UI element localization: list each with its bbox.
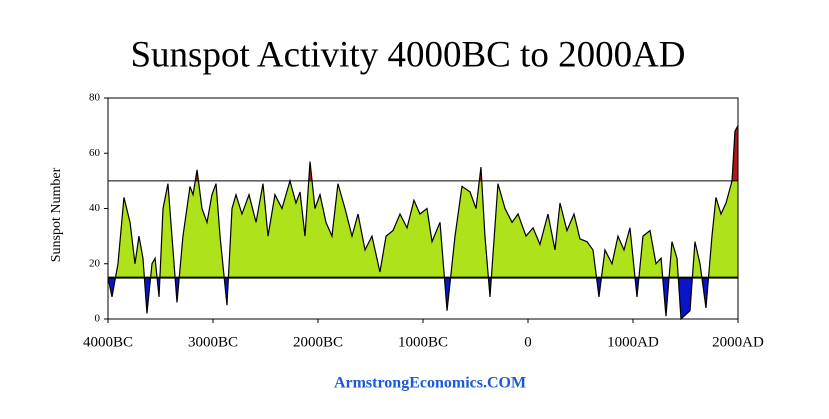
y-tick-label: 20 xyxy=(89,257,101,269)
x-tick-label: 3000BC xyxy=(188,334,238,350)
data-line xyxy=(107,125,739,321)
footer: ArmstrongEconomics.COM xyxy=(334,375,526,392)
y-axis-label: Sunspot Number xyxy=(49,167,64,262)
y-tick-label: 60 xyxy=(89,147,101,159)
x-tick-label: 4000BC xyxy=(83,334,133,350)
x-tick-label: 2000AD xyxy=(712,334,764,350)
y-tick-label: 40 xyxy=(89,202,101,214)
x-tick-label: 0 xyxy=(524,334,532,350)
y-tick-label: 80 xyxy=(89,92,101,104)
chart-title: Sunspot Activity 4000BC to 2000AD xyxy=(130,34,685,75)
x-tick-label: 1000AD xyxy=(607,334,659,350)
x-tick-label: 2000BC xyxy=(293,334,343,350)
area-fill xyxy=(108,125,738,319)
x-tick-label: 1000BC xyxy=(398,334,448,350)
y-tick-label: 0 xyxy=(95,313,101,325)
plot-frame xyxy=(107,97,739,320)
